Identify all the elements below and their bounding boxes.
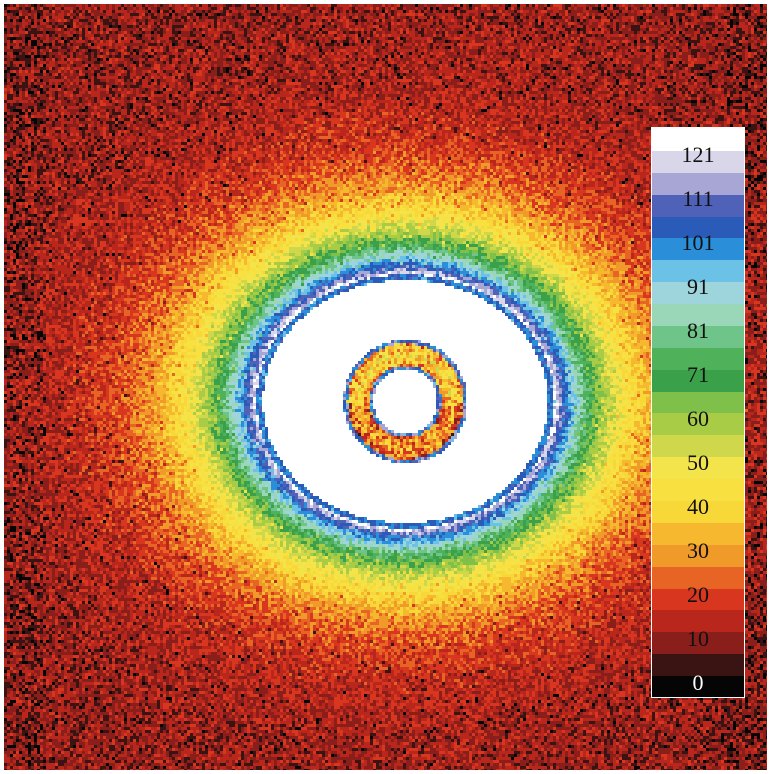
colorbar-band bbox=[652, 412, 744, 436]
colorbar-band bbox=[652, 259, 744, 283]
colorbar-band bbox=[652, 324, 744, 348]
colorbar-label-30: 30 bbox=[687, 538, 709, 563]
colorbar-band bbox=[652, 434, 744, 458]
colorbar-band bbox=[652, 193, 744, 217]
colorbar-label-20: 20 bbox=[687, 582, 709, 607]
colorbar-band bbox=[652, 587, 744, 611]
colorbar-band bbox=[652, 368, 744, 392]
colorbar-band bbox=[652, 215, 744, 239]
colorbar: 121 111 101 91 81 71 60 50 40 30 20 10 0 bbox=[651, 127, 745, 698]
colorbar-band bbox=[652, 631, 744, 655]
intensity-map bbox=[4, 4, 767, 770]
colorbar-band bbox=[652, 543, 744, 567]
colorbar-band bbox=[652, 478, 744, 502]
colorbar-band bbox=[652, 346, 744, 370]
colorbar-label-91: 91 bbox=[687, 274, 709, 299]
colorbar-label-111: 111 bbox=[682, 186, 714, 211]
colorbar-label-40: 40 bbox=[687, 494, 709, 519]
colorbar-label-10: 10 bbox=[687, 626, 709, 651]
colorbar-label-101: 101 bbox=[681, 230, 715, 255]
colorbar-label-50: 50 bbox=[687, 450, 709, 475]
colorbar-band bbox=[652, 456, 744, 480]
colorbar-band bbox=[652, 128, 744, 151]
colorbar-band bbox=[652, 237, 744, 261]
colorbar-band bbox=[652, 281, 744, 305]
colorbar-band bbox=[652, 171, 744, 195]
colorbar-label-81: 81 bbox=[687, 318, 709, 343]
colorbar-band bbox=[652, 609, 744, 633]
colorbar-band bbox=[652, 675, 744, 697]
colorbar-band bbox=[652, 500, 744, 523]
colorbar-band bbox=[652, 149, 744, 173]
colorbar-band bbox=[652, 303, 744, 326]
colorbar-label-0: 0 bbox=[692, 670, 704, 695]
colorbar-label-60: 60 bbox=[687, 406, 709, 431]
colorbar-band bbox=[652, 521, 744, 545]
colorbar-band bbox=[652, 653, 744, 677]
colorbar-band bbox=[652, 390, 744, 414]
colorbar-label-71: 71 bbox=[687, 362, 709, 387]
colorbar-band bbox=[652, 565, 744, 589]
colorbar-label-121: 121 bbox=[681, 142, 715, 167]
